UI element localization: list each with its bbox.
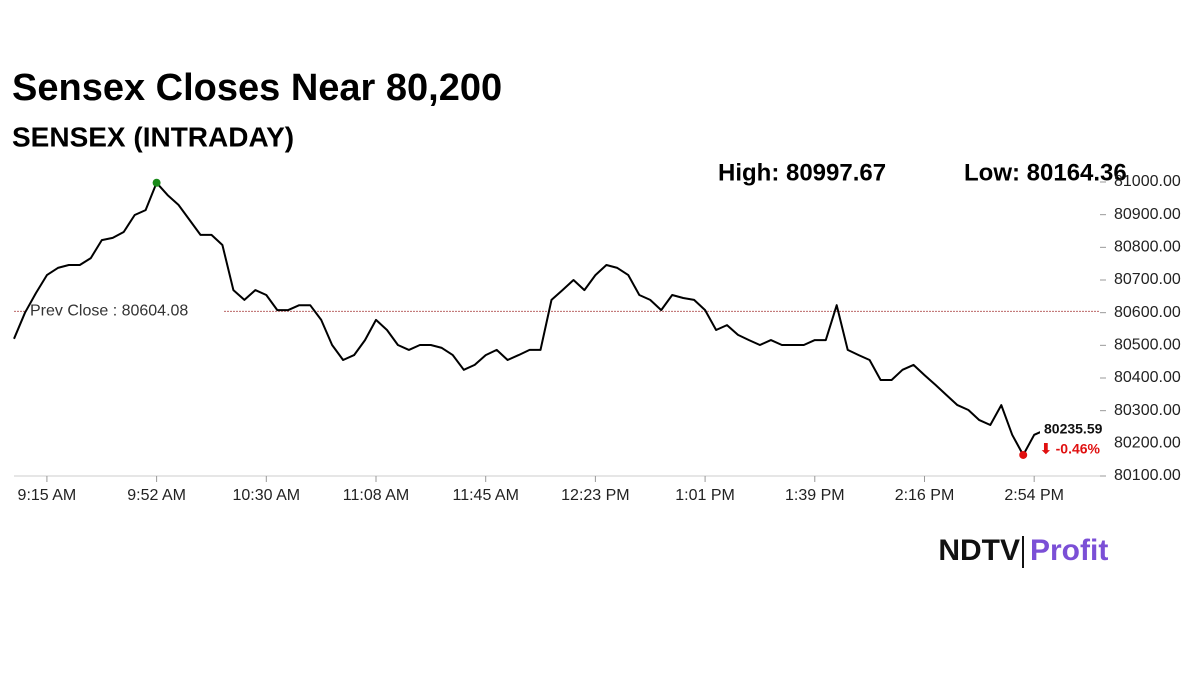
y-tick-label: 80300.00 (1114, 402, 1181, 419)
y-tick-label: 80100.00 (1114, 467, 1181, 484)
y-tick-label: 80200.00 (1114, 435, 1181, 452)
change-label: ⬇ -0.46% (1040, 440, 1101, 456)
y-tick-label: 81000.00 (1114, 173, 1181, 190)
prev-close-bg (26, 300, 224, 321)
x-tick-label: 12:23 PM (561, 487, 629, 504)
high-dot (152, 178, 161, 187)
low-label: Low: 80164.36 (964, 159, 1127, 186)
low-dot (1019, 450, 1028, 459)
chart-title: Sensex Closes Near 80,200 (12, 67, 502, 109)
brand: NDTV (938, 534, 1020, 567)
last-label-bg (1040, 419, 1108, 460)
x-tick-label: 9:15 AM (18, 487, 77, 504)
y-tick-label: 80400.00 (1114, 369, 1181, 386)
x-tick-label: 2:16 PM (895, 487, 955, 504)
brand-sub: Profit (1030, 534, 1108, 567)
high-label: High: 80997.67 (718, 159, 886, 186)
x-tick-label: 1:39 PM (785, 487, 845, 504)
x-tick-label: 1:01 PM (675, 487, 735, 504)
x-tick-label: 11:08 AM (343, 487, 409, 504)
y-tick-label: 80500.00 (1114, 337, 1181, 354)
prev-close-label: Prev Close : 80604.08 (30, 303, 188, 320)
y-tick-label: 80900.00 (1114, 206, 1181, 223)
chart-subtitle: SENSEX (INTRADAY) (12, 121, 294, 152)
x-tick-label: 11:45 AM (452, 487, 518, 504)
y-tick-label: 80600.00 (1114, 304, 1181, 321)
x-tick-label: 10:30 AM (232, 487, 300, 504)
y-tick-label: 80800.00 (1114, 239, 1181, 256)
x-tick-label: 2:54 PM (1004, 487, 1064, 504)
last-label: 80235.59 (1044, 420, 1103, 436)
x-tick-label: 9:52 AM (127, 487, 186, 504)
y-tick-label: 80700.00 (1114, 271, 1181, 288)
price-line (13, 181, 1101, 456)
